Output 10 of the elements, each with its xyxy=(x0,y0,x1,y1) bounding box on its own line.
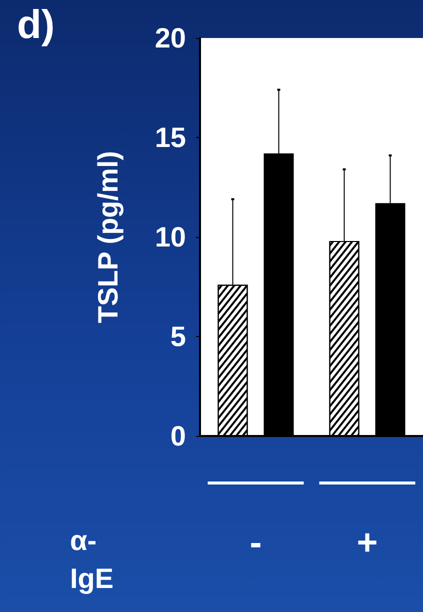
y-tick-label: 20 xyxy=(154,22,186,54)
x-tick-label: + xyxy=(356,522,378,562)
x-tick-label: - xyxy=(250,522,262,562)
chart-title: d) xyxy=(17,3,55,47)
y-tick-label: 10 xyxy=(154,222,186,252)
y-axis-title: TSLP (pg/ml) xyxy=(92,150,124,324)
y-tick-label: 0 xyxy=(170,420,186,452)
y-tick-label: 15 xyxy=(154,122,186,153)
y-tick-label: 5 xyxy=(170,321,186,352)
x-axis-title: α-IgE xyxy=(70,524,115,596)
